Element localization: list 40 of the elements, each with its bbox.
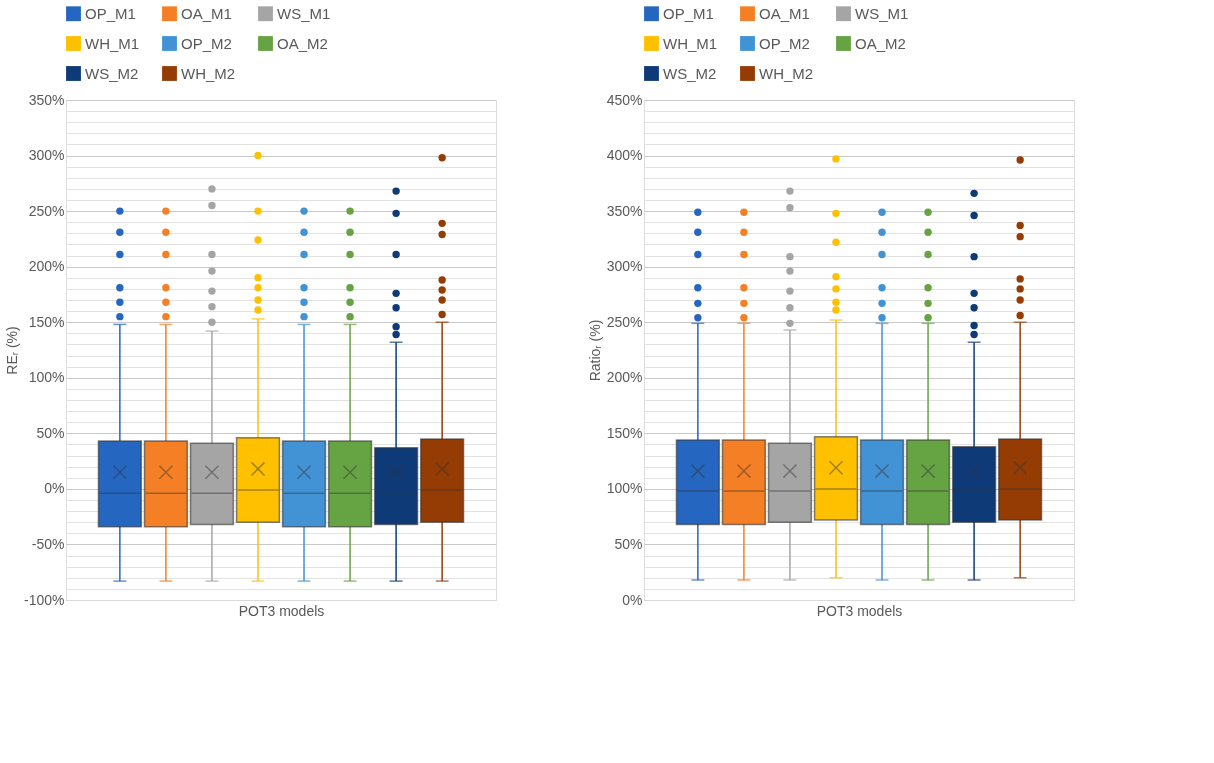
y-tick-label: 350% [606, 202, 643, 219]
y-tick-label: 150% [28, 313, 65, 330]
y-axis-title: REᵣ (%) [4, 326, 21, 375]
legend-label: OA_M1 [181, 4, 232, 22]
y-tick-label: 100% [28, 369, 65, 386]
x-axis-title: POT3 models [238, 602, 325, 619]
legend-label: OP_M2 [759, 34, 810, 52]
y-tick-label: 0% [44, 480, 65, 497]
legend-label: WH_M1 [85, 34, 140, 52]
y-tick-label: 200% [606, 369, 643, 386]
y-tick-label: 250% [606, 313, 643, 330]
y-tick-label: 100% [606, 480, 643, 497]
y-tick-label: 150% [606, 424, 643, 441]
legend-label: WH_M1 [663, 34, 718, 52]
legend-label: WH_M2 [181, 64, 236, 82]
y-tick-label: -50% [31, 535, 65, 552]
legend-label: OP_M2 [181, 34, 232, 52]
legend-label: OA_M1 [759, 4, 810, 22]
y-tick-label: 300% [28, 147, 65, 164]
y-tick-label: -100% [24, 591, 65, 608]
legend-label: WS_M2 [85, 64, 139, 82]
legend-label: OA_M2 [277, 34, 328, 52]
legend-label: OP_M1 [85, 4, 136, 22]
y-tick-label: 50% [36, 424, 65, 441]
y-tick-label: 200% [28, 258, 65, 275]
legend-label: WS_M1 [855, 4, 909, 22]
legend-label: OP_M1 [663, 4, 714, 22]
y-tick-label: 250% [28, 202, 65, 219]
y-tick-label: 50% [614, 535, 643, 552]
y-axis-title: Ratioᵣ (%) [586, 319, 603, 382]
legend-label: WH_M2 [759, 64, 814, 82]
y-tick-label: 450% [606, 91, 643, 108]
legend-label: WS_M2 [663, 64, 717, 82]
y-tick-label: 350% [28, 91, 65, 108]
y-tick-label: 400% [606, 147, 643, 164]
y-tick-label: 0% [622, 591, 643, 608]
y-tick-label: 300% [606, 258, 643, 275]
legend-label: OA_M2 [855, 34, 906, 52]
legend-label: WS_M1 [277, 4, 331, 22]
x-axis-title: POT3 models [816, 602, 903, 619]
